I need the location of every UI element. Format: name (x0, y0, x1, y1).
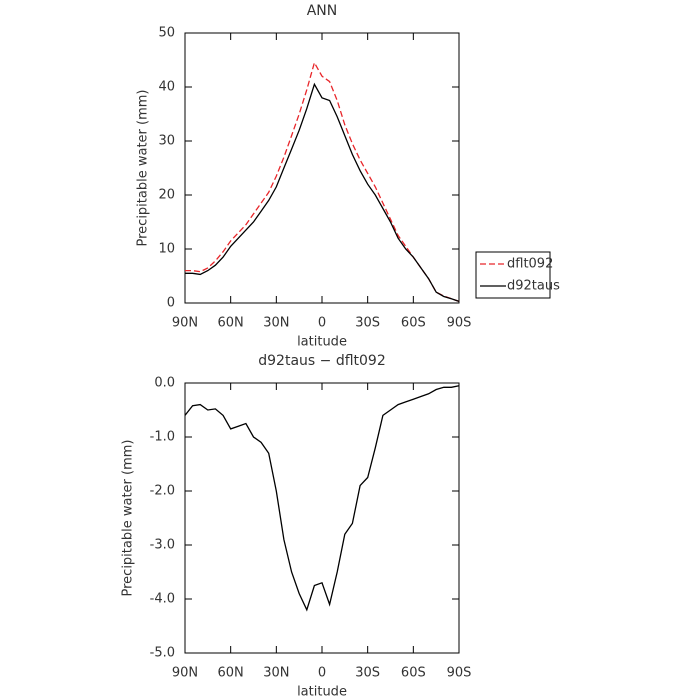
y-tick-label: 0 (167, 296, 175, 311)
series-line (184, 385, 460, 612)
x-axis-label: latitude (297, 335, 347, 350)
y-axis-label: Precipitable water (mm) (136, 90, 151, 247)
y-tick-label: 30 (158, 134, 175, 149)
y-tick-label: -3.0 (150, 538, 175, 553)
x-tick-label: 30N (263, 316, 289, 331)
x-tick-label: 90S (447, 666, 472, 681)
y-tick-label: -1.0 (150, 430, 175, 445)
y-tick-label: -4.0 (150, 592, 175, 607)
plot-frame (184, 32, 460, 304)
y-tick-label: 20 (158, 188, 175, 203)
x-tick-label: 60N (218, 316, 244, 331)
x-tick-label: 30S (355, 666, 380, 681)
plot-frame (184, 382, 460, 654)
x-tick-label: 0 (318, 316, 326, 331)
x-tick-label: 60S (401, 316, 426, 331)
x-tick-label: 30S (355, 316, 380, 331)
x-tick-label: 60S (401, 666, 426, 681)
x-tick-label: 0 (318, 666, 326, 681)
legend-label: d92taus (507, 279, 560, 294)
chart-title: ANN (307, 3, 338, 19)
y-tick-label: 10 (158, 242, 175, 257)
x-tick-label: 90N (172, 666, 198, 681)
series-line (185, 82, 460, 303)
y-tick-label: -5.0 (150, 646, 175, 661)
y-axis-label: Precipitable water (mm) (121, 440, 136, 597)
chart-title: d92taus − dflt092 (258, 353, 385, 369)
y-tick-label: 50 (158, 26, 175, 41)
x-tick-label: 90N (172, 316, 198, 331)
x-axis-label: latitude (297, 685, 347, 700)
y-tick-label: 40 (158, 80, 175, 95)
legend-label: dflt092 (507, 257, 553, 272)
y-tick-label: 0.0 (154, 376, 175, 391)
x-tick-label: 60N (218, 666, 244, 681)
y-tick-label: -2.0 (150, 484, 175, 499)
x-tick-label: 30N (263, 666, 289, 681)
x-tick-label: 90S (447, 316, 472, 331)
legend-box (475, 251, 551, 299)
series-line (185, 61, 460, 303)
